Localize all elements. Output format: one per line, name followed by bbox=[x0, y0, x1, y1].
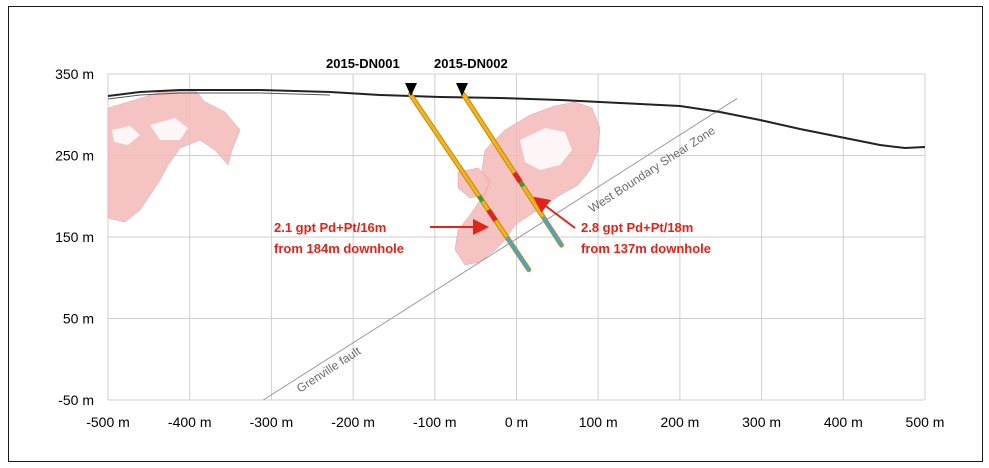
drillhole-assay-segment bbox=[518, 180, 525, 188]
mineralized-zones bbox=[107, 89, 601, 266]
collar-marker-dn002 bbox=[456, 83, 468, 96]
x-tick-label: 500 m bbox=[906, 414, 945, 430]
intercept-label-dn001-grade: 2.1 gpt Pd+Pt/16m bbox=[274, 220, 386, 235]
intercept-label-dn002-depth: from 137m downhole bbox=[581, 241, 711, 256]
intercept-arrow-dn002 bbox=[533, 196, 576, 229]
x-tick-label: 200 m bbox=[660, 414, 699, 430]
drillhole-lower-segment bbox=[505, 236, 531, 272]
grid-lines bbox=[107, 73, 926, 401]
y-tick-label: 250 m bbox=[55, 148, 94, 164]
drillhole-intercept-segment bbox=[486, 208, 498, 222]
drillhole-lower-segment bbox=[542, 216, 563, 247]
mineralized-zone-west-gap2 bbox=[150, 118, 188, 140]
x-tick-label: -200 m bbox=[331, 414, 375, 430]
drillhole-intercept-segment bbox=[512, 171, 523, 184]
topography-surface bbox=[107, 89, 926, 150]
drillhole-assay-segment bbox=[477, 194, 485, 203]
topography-shadow bbox=[107, 92, 331, 100]
mineralized-zone-west-inner-gap bbox=[112, 126, 140, 145]
y-tick-label: 150 m bbox=[55, 229, 94, 245]
y-tick-label: 350 m bbox=[55, 66, 94, 82]
hole-name-dn002: 2015-DN002 bbox=[434, 56, 508, 71]
y-axis-tick-labels: 350 m 250 m 150 m 50 m -50 m bbox=[55, 66, 94, 408]
y-tick-label: -50 m bbox=[58, 392, 94, 408]
drillholes bbox=[407, 91, 564, 273]
x-tick-label: -100 m bbox=[413, 414, 457, 430]
y-tick-label: 50 m bbox=[63, 311, 94, 327]
mineralized-zone-central-gap bbox=[520, 128, 572, 170]
collar-marker-dn001 bbox=[405, 83, 417, 96]
x-tick-label: 300 m bbox=[742, 414, 781, 430]
x-axis-tick-labels: -500 m -400 m -300 m -200 m -100 m 0 m 100 m 20… bbox=[86, 414, 944, 430]
x-tick-label: -300 m bbox=[250, 414, 294, 430]
shear-zone-line bbox=[262, 98, 738, 401]
intercept-label-dn001-depth: from 184m downhole bbox=[274, 241, 404, 256]
x-tick-label: 0 m bbox=[505, 414, 528, 430]
x-tick-label: 400 m bbox=[824, 414, 863, 430]
mineralized-zone-west bbox=[107, 89, 241, 223]
intercept-label-dn002-grade: 2.8 gpt Pd+Pt/18m bbox=[581, 220, 693, 235]
shear-zone-label: West Boundary Shear Zone bbox=[586, 123, 718, 215]
x-tick-label: -400 m bbox=[168, 414, 212, 430]
x-tick-label: -500 m bbox=[86, 414, 130, 430]
hole-name-dn001: 2015-DN001 bbox=[326, 56, 400, 71]
x-tick-label: 100 m bbox=[579, 414, 618, 430]
